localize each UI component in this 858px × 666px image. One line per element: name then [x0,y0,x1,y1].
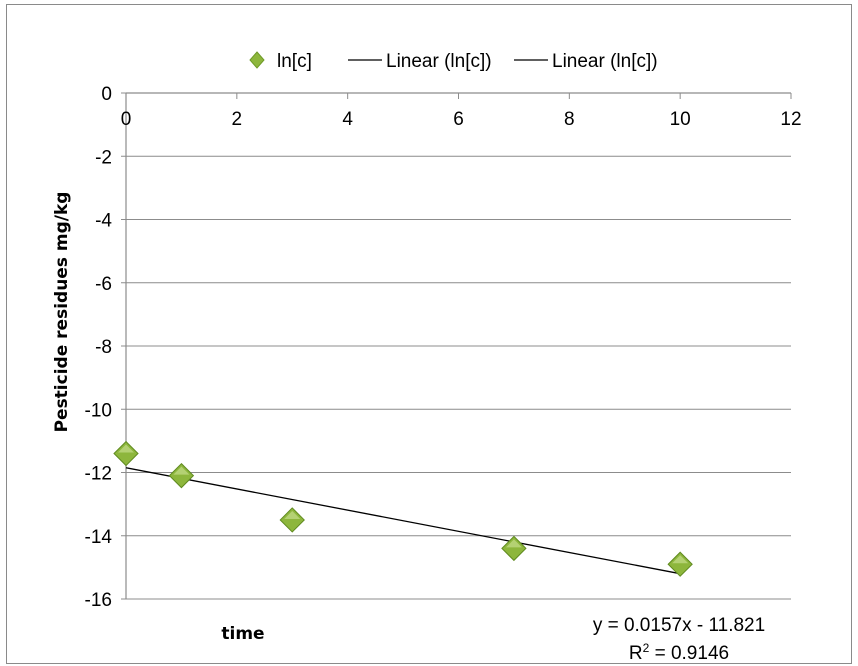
y-tick-label: -12 [85,464,112,485]
tick-labels: 0 -2 -4 -6 -8 -10 -12 -14 -16 0 2 4 6 8 10 12 [85,84,802,611]
y-tick-label: -8 [95,337,112,358]
data-point-highlight [672,555,689,564]
data-point-diamond [667,551,693,577]
x-tick-label: 0 [121,109,132,130]
r-squared-label: R2 = 0.9146 [629,641,729,664]
x-axis-title: time [221,624,264,644]
trendline-group [125,467,681,575]
data-point [113,440,139,467]
x-tick-label: 4 [342,109,353,130]
y-axis-title: Pesticide residues mg/kg [52,192,72,433]
data-point [279,507,305,533]
data-point-diamond [168,462,195,489]
data-point-highlight [505,539,522,548]
y-tick-label: 0 [101,84,112,105]
data-point [667,551,693,577]
data-point-diamond [501,535,527,562]
chart-svg: 0 -2 -4 -6 -8 -10 -12 -14 -16 0 2 4 6 8 10 12 ln[c] Lin… [52,51,802,664]
x-tick-label: 8 [564,109,575,130]
data-point-highlight [173,466,190,475]
data-point-diamond [279,507,305,533]
x-tick-label: 2 [232,109,243,130]
legend-label-linear-1: Linear (ln[c]) [386,51,492,72]
legend: ln[c] Linear (ln[c]) Linear (ln[c]) [249,51,658,72]
data-points [113,440,693,577]
x-tick-label: 10 [670,109,691,130]
data-point [168,462,195,489]
y-tick-label: -2 [95,147,112,168]
trendline-equation: y = 0.0157x - 11.821 [593,615,765,636]
y-tick-label: -14 [85,527,113,548]
gridlines [126,155,791,600]
trendline [125,467,681,575]
y-tick-label: -10 [85,400,112,421]
legend-diamond-marker [249,51,265,69]
data-point-highlight [284,510,301,519]
legend-label-series: ln[c] [277,51,312,72]
y-tick-label: -6 [95,274,112,295]
y-tick-label: -4 [95,211,112,232]
axes [121,92,792,600]
chart-frame: 0 -2 -4 -6 -8 -10 -12 -14 -16 0 2 4 6 8 10 12 ln[c] Lin… [6,4,852,664]
data-point [501,535,527,562]
legend-label-linear-2: Linear (ln[c]) [552,51,658,72]
data-point-diamond [113,440,139,467]
data-point-highlight [118,444,134,453]
x-tick-label: 6 [453,109,464,130]
y-tick-label: -16 [85,590,112,611]
x-tick-label: 12 [780,109,801,130]
